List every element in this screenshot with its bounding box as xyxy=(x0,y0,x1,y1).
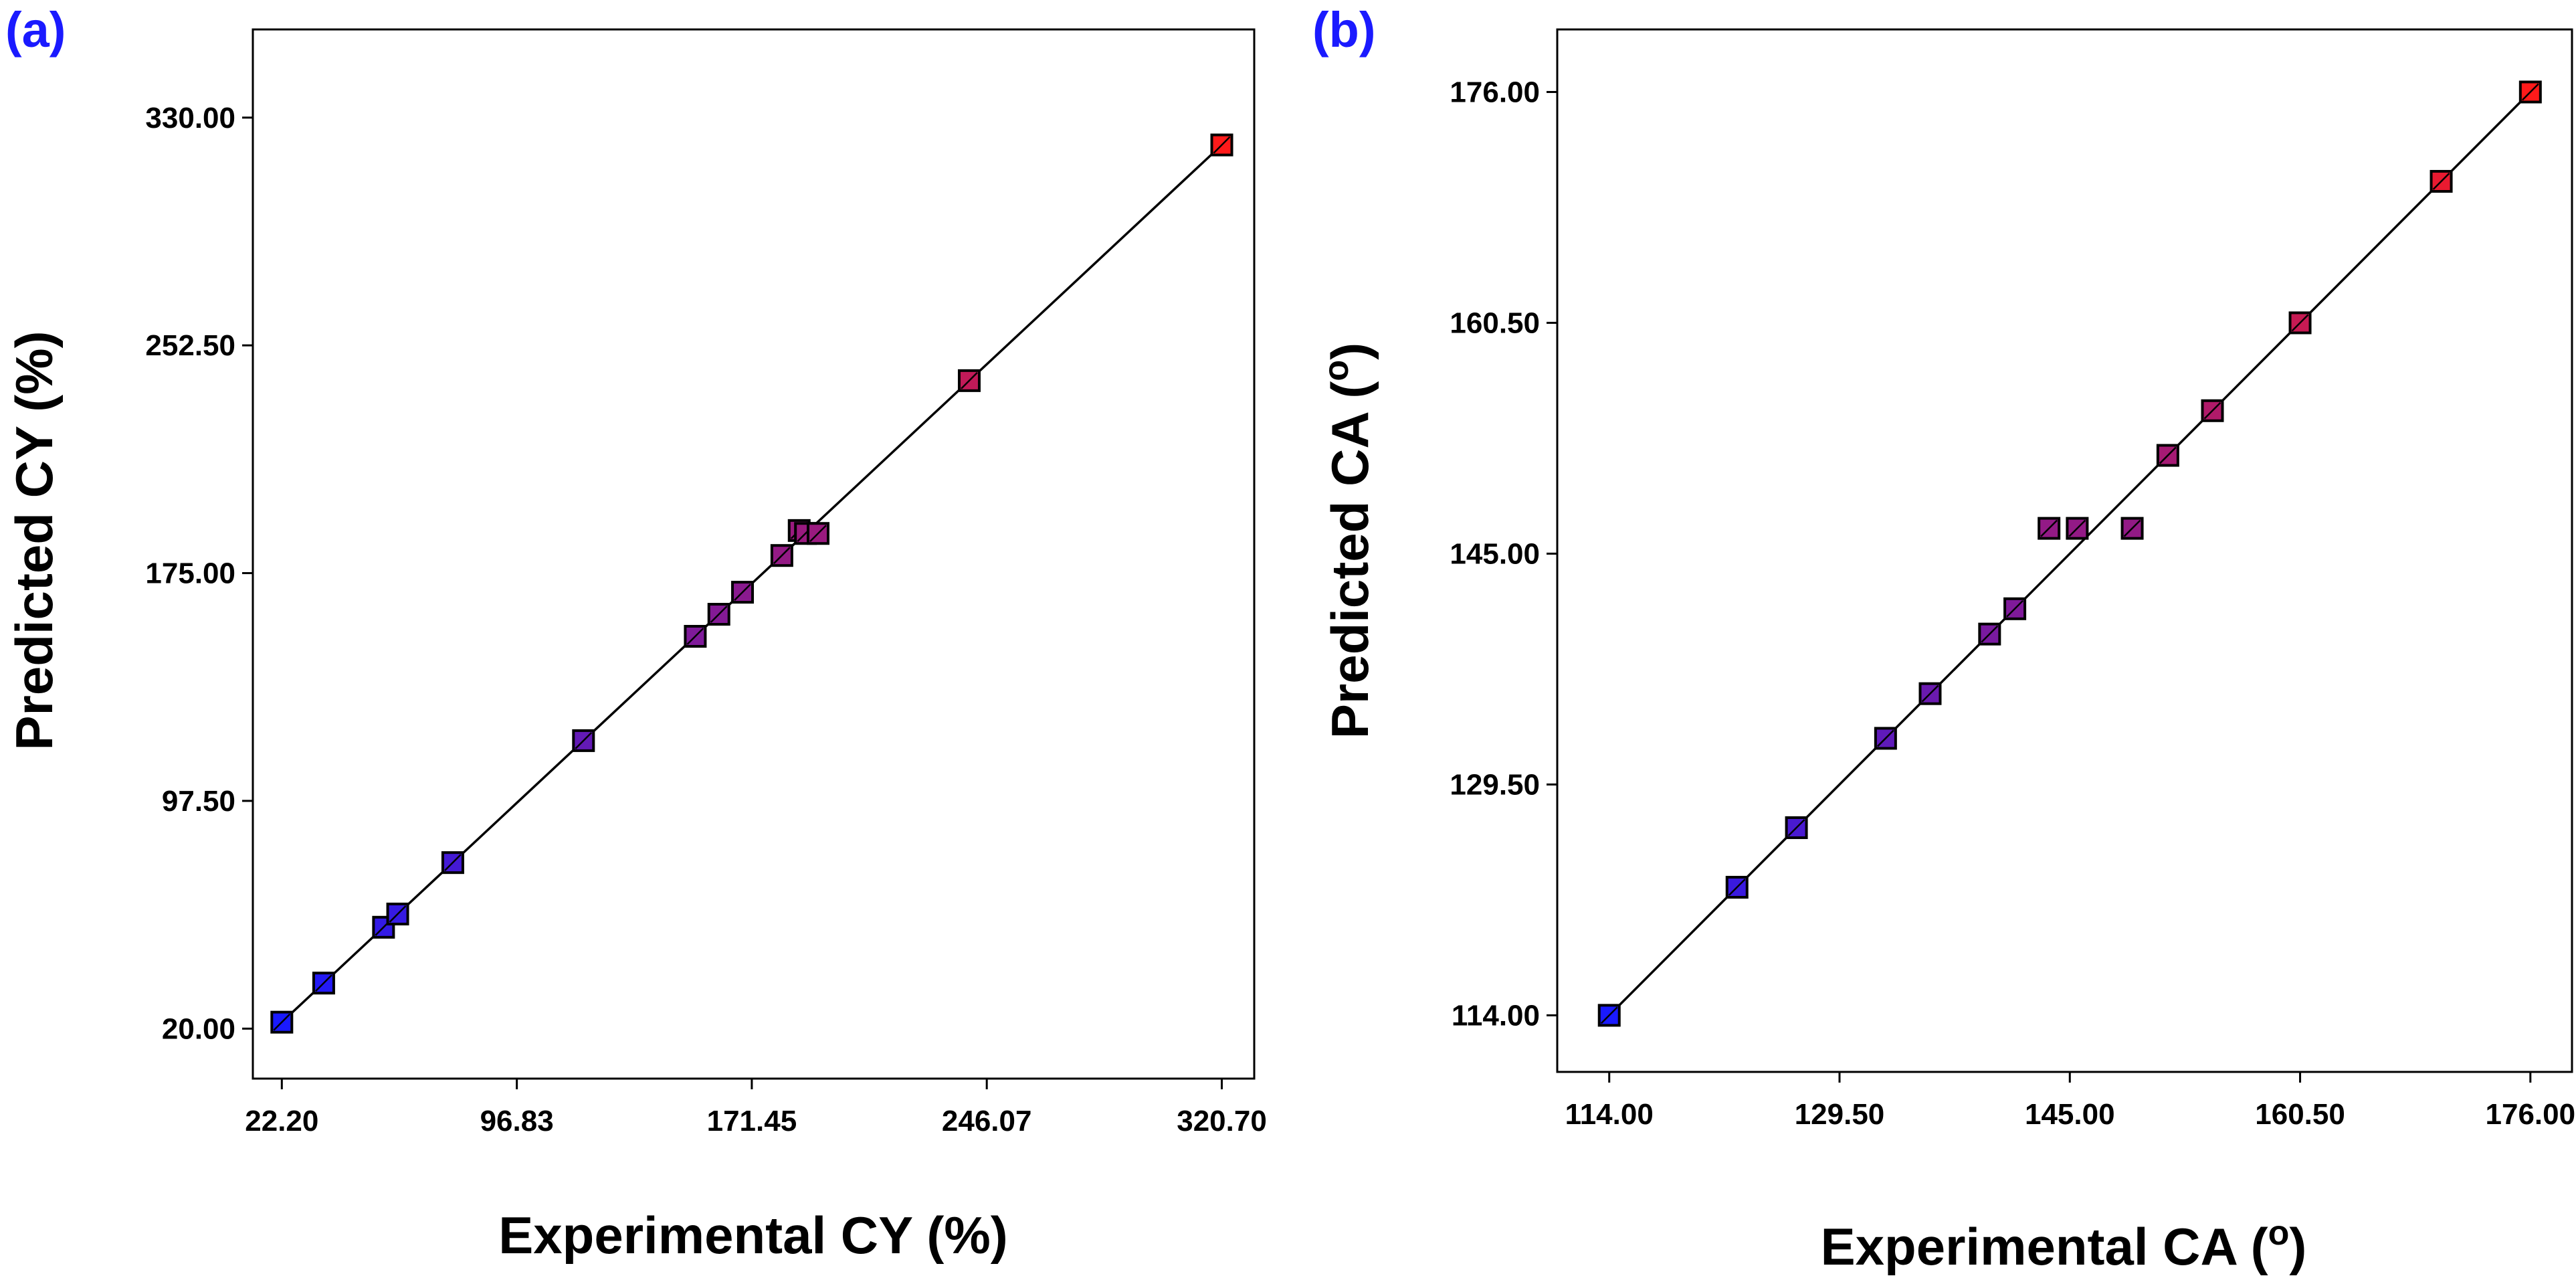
panel-b-data-point-diagonal xyxy=(2203,401,2221,420)
panel-a-data-point-diagonal xyxy=(710,606,728,623)
panel-a-x-tick-label: 320.70 xyxy=(1177,1105,1267,1137)
panel-b-x-tick-label: 160.50 xyxy=(2255,1098,2345,1131)
panel-a-x-tick-label: 171.45 xyxy=(707,1105,797,1137)
panel-b-data-point-diagonal xyxy=(1728,879,1746,896)
panel-b-x-tick-label: 176.00 xyxy=(2486,1098,2576,1131)
panel-a-data-point xyxy=(386,903,409,926)
panel-b-y-tick-label: 114.00 xyxy=(1452,999,1540,1032)
panel-a-y-tick-label: 175.00 xyxy=(145,557,235,590)
panel-b-x-axis-title: Experimental CA (o) xyxy=(1821,1214,2307,1276)
panel-b-y-axis-title-superscript: o xyxy=(1317,360,1356,381)
panel-a-x-tick-label: 96.83 xyxy=(480,1105,554,1137)
panel-a-data-point-diagonal xyxy=(809,525,827,543)
panel-b-data-point xyxy=(1725,876,1749,899)
panel-b-data-point-diagonal xyxy=(2123,519,2141,537)
panel-a-data-point-diagonal xyxy=(389,905,407,923)
panel-a-data-point-diagonal xyxy=(315,974,332,992)
panel-a-data-point xyxy=(770,544,793,567)
panel-b-y-tick-label: 129.50 xyxy=(1450,768,1540,801)
panel-a-data-point xyxy=(957,369,981,392)
panel-b-data-point xyxy=(2066,517,2089,540)
panel-b-plot-frame xyxy=(1556,28,2573,1073)
panel-b-x-tick-label: 145.00 xyxy=(2025,1098,2115,1131)
panel-b-data-point xyxy=(2038,517,2061,540)
panel-a-data-point xyxy=(807,522,830,545)
panel-b-y-tick-label: 145.00 xyxy=(1450,537,1540,570)
panel-b-points xyxy=(1597,80,2542,1027)
panel-a-data-point-diagonal xyxy=(1213,136,1231,154)
panel-b-data-point xyxy=(1597,1004,1621,1027)
panel-b-data-point xyxy=(2518,80,2542,104)
panel-b-ticks: 114.00 129.50 145.00 160.50 176.00 114.00 129.… xyxy=(1450,76,2575,1131)
panel-b-data-point-diagonal xyxy=(2040,519,2058,537)
panel-a-data-point xyxy=(684,624,707,648)
panel-b-data-point xyxy=(1978,622,2001,646)
panel-a-data-point-diagonal xyxy=(575,732,593,749)
panel-a-y-tick-label: 252.50 xyxy=(145,329,235,362)
panel-b-fit-line-group xyxy=(1608,91,2532,1016)
panel-b-y-tick-label: 176.00 xyxy=(1450,76,1540,108)
panel-a-y-tick-label: 330.00 xyxy=(145,102,235,134)
panel-b-fit-line xyxy=(1608,91,2532,1016)
panel-b-x-axis-title-superscript: o xyxy=(2268,1214,2290,1253)
panel-b-data-point xyxy=(2288,311,2312,335)
panel-b-data-point xyxy=(2201,399,2224,422)
panel-a-x-tick-label: 246.07 xyxy=(942,1105,1032,1137)
panel-b-data-point xyxy=(2003,597,2027,620)
panel-b-y-tick-label: 160.50 xyxy=(1450,306,1540,339)
panel-b-data-point-diagonal xyxy=(2068,519,2086,537)
panel-a-plot-frame xyxy=(252,28,1256,1080)
panel-a-y-tick-label: 97.50 xyxy=(162,785,235,818)
panel-a-points xyxy=(270,133,1233,1034)
panel-a-data-point xyxy=(312,972,335,995)
panel-a-data-point-diagonal xyxy=(444,854,462,872)
panel-a-data-point-diagonal xyxy=(773,547,791,565)
panel-b-data-point-diagonal xyxy=(2006,600,2023,618)
panel-a-data-point-diagonal xyxy=(734,583,751,601)
panel-b-data-point-marker xyxy=(2156,444,2179,467)
panel-b-data-point xyxy=(2120,517,2144,540)
panel-a-data-point-diagonal xyxy=(686,628,704,645)
panel-b-data-point xyxy=(1874,727,1897,750)
panel-a-data-point-diagonal xyxy=(273,1013,291,1031)
panel-a-data-point xyxy=(270,1010,294,1034)
panel-b: (b) 114.00 129.50 145.00 160.50 176.00114.00… xyxy=(1312,2,2575,1276)
panel-b-label: (b) xyxy=(1312,2,1376,58)
panel-b-data-point-diagonal xyxy=(1787,819,1805,836)
panel-a-x-axis-title: Experimental CY (%) xyxy=(498,1206,1007,1265)
panel-a-y-axis-title: Predicted CY (%) xyxy=(5,331,64,750)
panel-a-data-point-diagonal xyxy=(961,371,978,389)
panel-a-label: (a) xyxy=(5,2,66,58)
panel-a-x-tick-label: 22.20 xyxy=(245,1105,318,1137)
panel-b-data-point-diagonal xyxy=(1600,1006,1618,1024)
panel-b-y-axis-title-main: Predicted CA ( xyxy=(1320,381,1379,739)
panel-a-data-point xyxy=(572,729,595,752)
panel-b-data-point-diagonal xyxy=(2521,83,2539,101)
panel-b-y-axis-title: Predicted CA (o) xyxy=(1317,343,1379,739)
panel-a: (a) 22.20 96.83 171.45 246.07 320.70 20.00 97.… xyxy=(5,2,1267,1265)
panel-b-data-point-diagonal xyxy=(2159,446,2177,464)
panel-b-data-point xyxy=(2156,444,2179,467)
panel-b-data-point-diagonal xyxy=(2291,314,2309,332)
panel-b-data-point xyxy=(1918,682,1942,705)
panel-a-y-tick-label: 20.00 xyxy=(162,1012,235,1045)
panel-b-x-axis-title-main: Experimental CA ( xyxy=(1821,1217,2268,1276)
panel-a-data-point xyxy=(707,603,730,626)
panel-a-data-point xyxy=(1210,133,1233,157)
panel-a-data-point xyxy=(441,851,464,875)
panel-b-data-point-diagonal xyxy=(1921,684,1939,703)
panel-b-data-point-diagonal xyxy=(1981,625,1999,643)
panel-b-x-tick-label: 129.50 xyxy=(1795,1098,1885,1131)
panel-b-data-point-diagonal xyxy=(2432,173,2450,190)
panel-b-data-point xyxy=(2430,170,2453,193)
panel-b-x-tick-label: 114.00 xyxy=(1565,1098,1654,1131)
panel-a-ticks: 22.20 96.83 171.45 246.07 320.70 20.00 97.50 17… xyxy=(145,102,1266,1137)
panel-a-data-point xyxy=(372,915,395,939)
panel-a-data-point xyxy=(731,581,755,604)
panel-b-data-point-diagonal xyxy=(1876,729,1894,747)
panel-b-data-point xyxy=(1785,816,1808,839)
